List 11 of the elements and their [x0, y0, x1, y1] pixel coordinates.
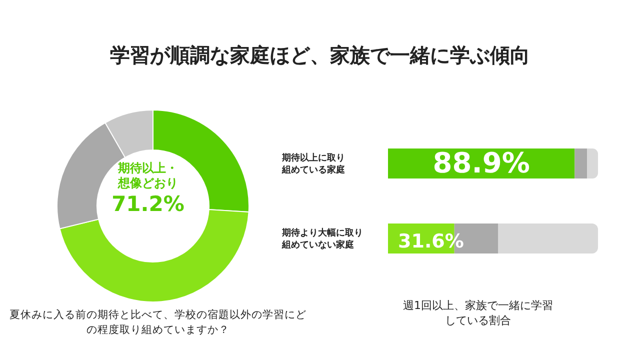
- text: 学習が順調な家庭ほど、家族で一緒に学ぶ傾向: [109, 42, 531, 69]
- y-tick-label: 期待より大幅に取り組めていない家庭: [281, 228, 363, 250]
- text: 夏休みに入る前の期待と比べて、学校の宿題以外の学習にどの程度取り組めていますか？: [8, 308, 308, 338]
- bar: [574, 148, 588, 178]
- bar: [498, 224, 598, 254]
- bar: [587, 148, 598, 178]
- y-tick-label: 期待以上に取り組めている家庭: [281, 152, 345, 176]
- text: 71.2%: [110, 192, 186, 216]
- text: 期待以上・想像どおり: [116, 161, 179, 191]
- text: 週1回以上、家族で一緒に学習している割合: [403, 298, 553, 328]
- data-label: 88.9%: [432, 146, 530, 180]
